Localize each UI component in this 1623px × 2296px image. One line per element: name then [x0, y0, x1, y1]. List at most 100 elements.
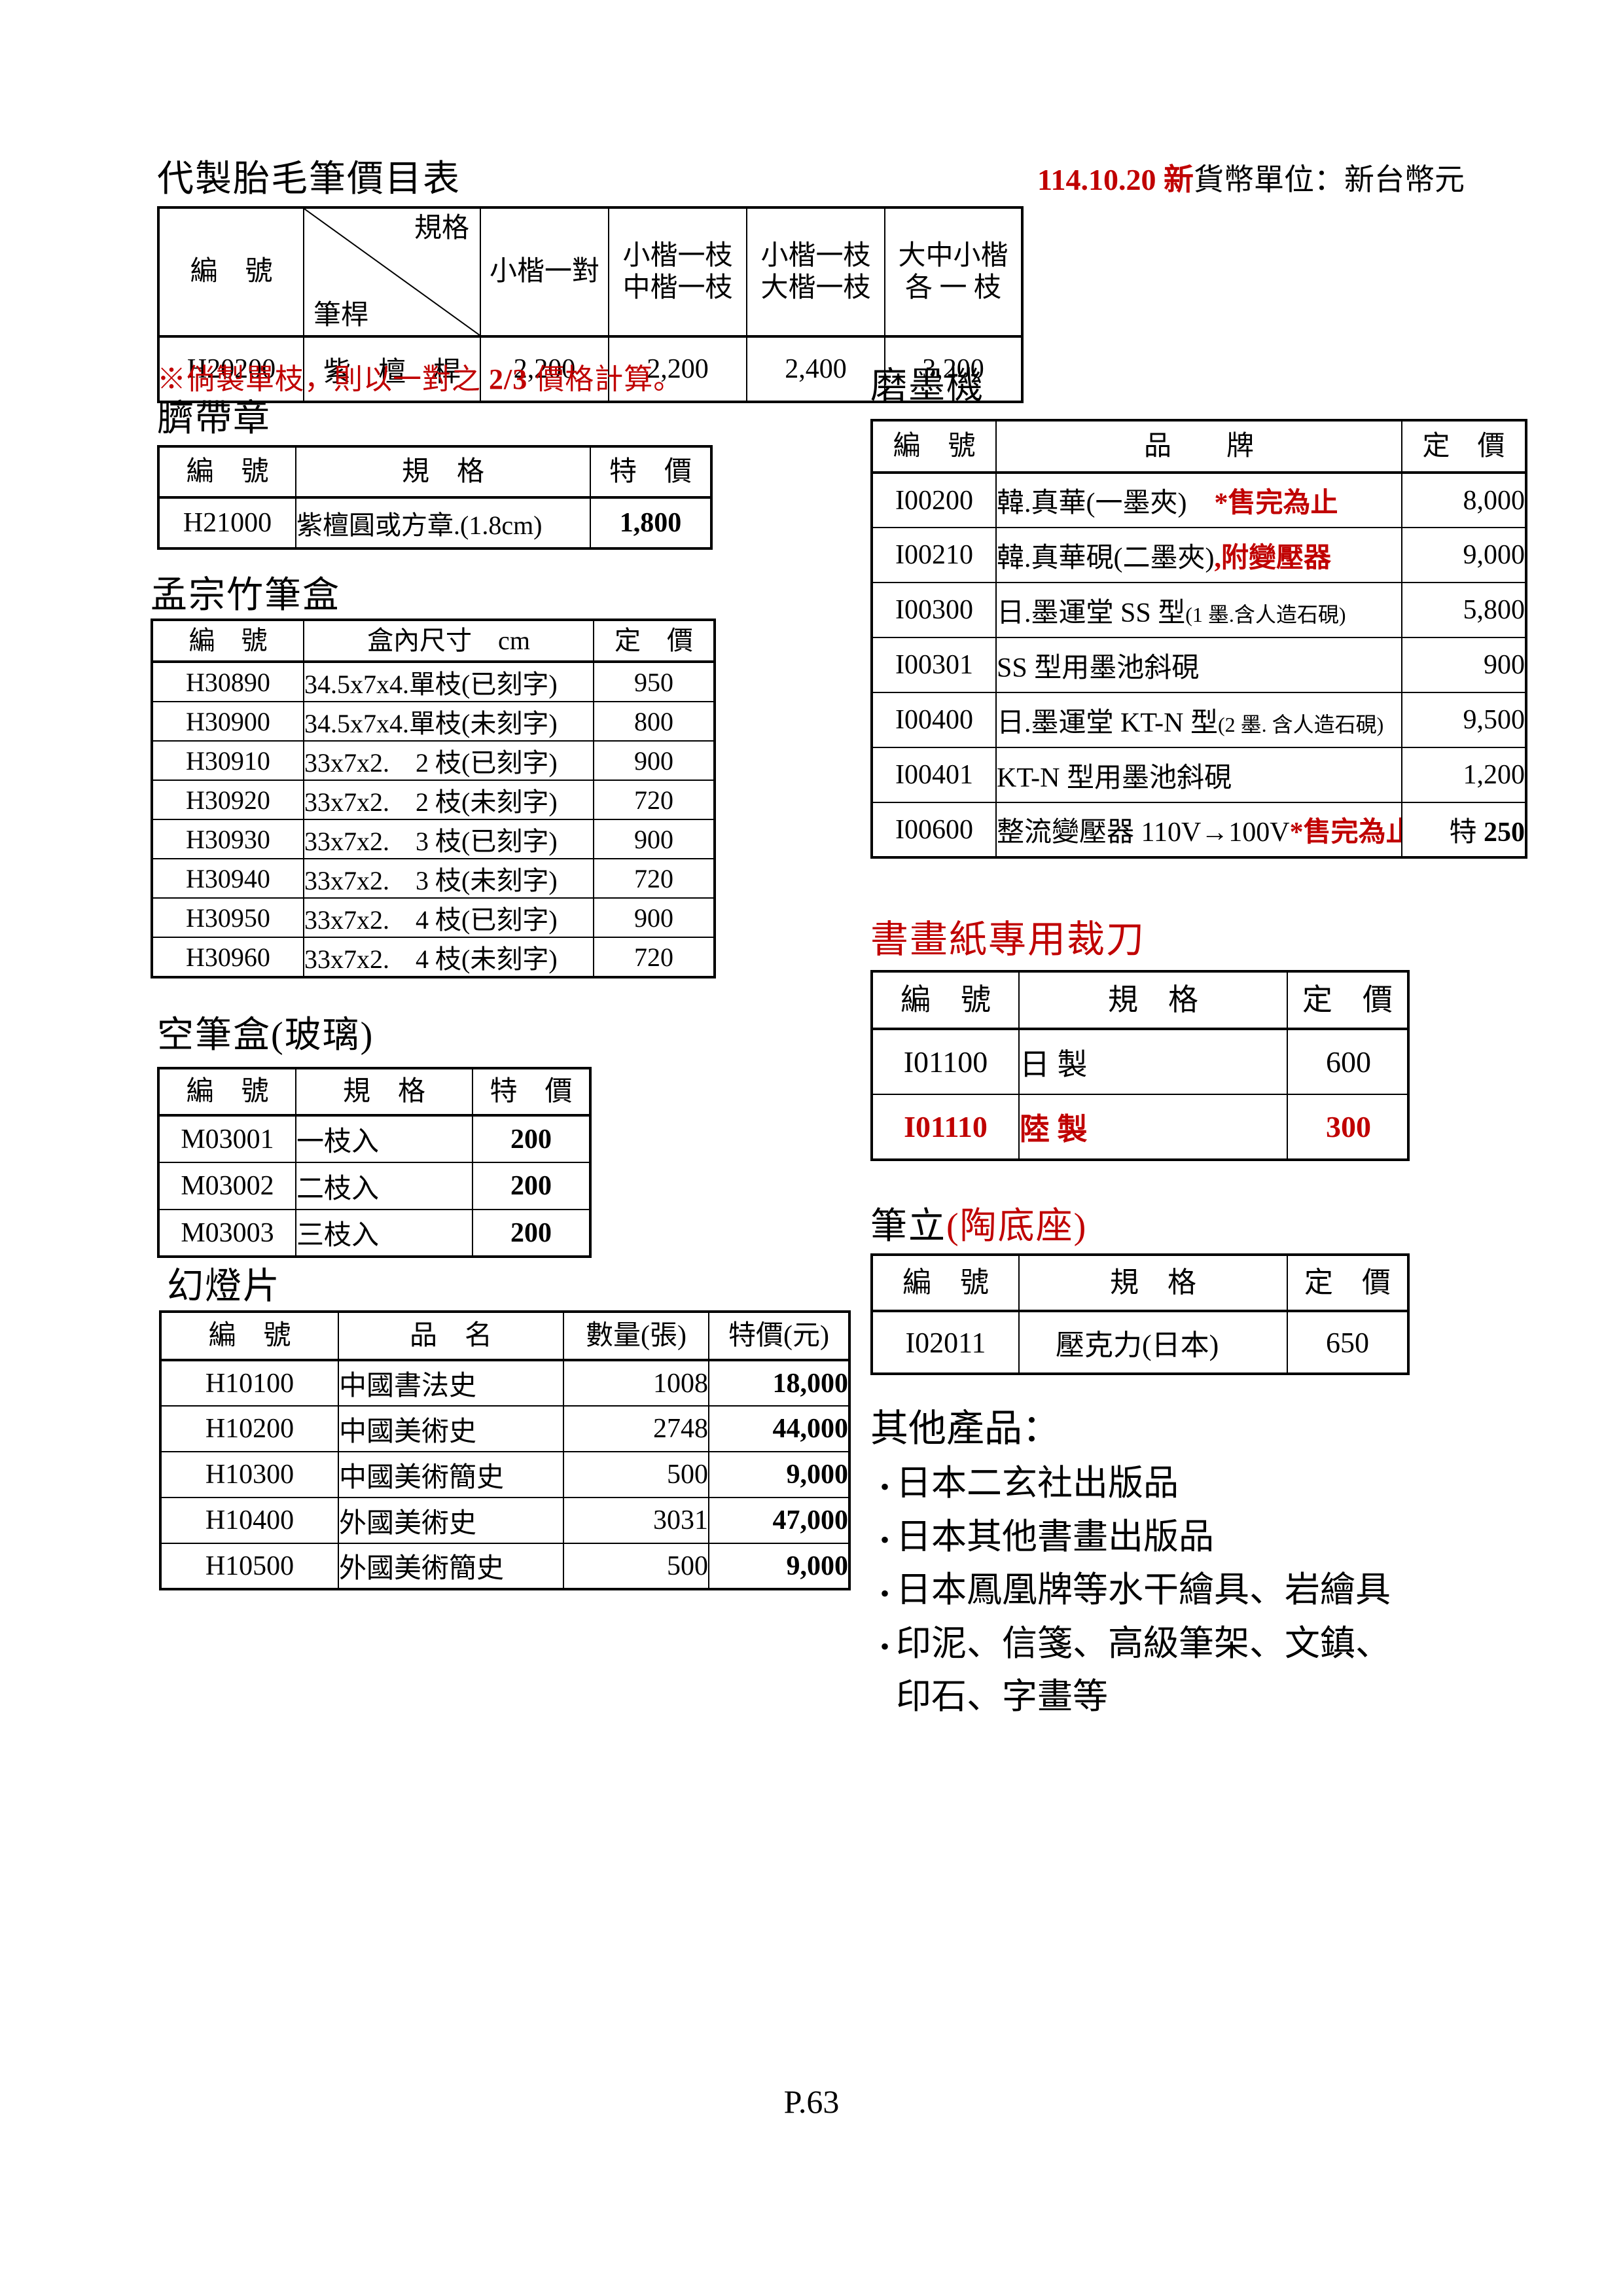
cell-price: 650 [1287, 1310, 1409, 1374]
cell-code: H30950 [151, 897, 304, 938]
cell-price: 47,000 [708, 1497, 850, 1544]
header-cell: 小楷一枝 大楷一枝 [746, 206, 885, 338]
table-cord-seal: 編 號 規 格 特 價 H21000 紫檀圓或方章.(1.8cm) 1,800 [157, 445, 713, 550]
page-number: P.63 [783, 2083, 840, 2120]
cell-spec: 34.5x7x4.單枝(已刻字) [303, 661, 594, 702]
header-cell-diagonal: 規格 筆桿 [303, 206, 481, 338]
brand-text: 日.墨運堂 SS 型 [997, 598, 1186, 628]
table-row: I00210 韓.真華硯(二墨夾),附變壓器 9,000 [871, 527, 1527, 583]
cell-brand: 韓.真華硯(二墨夾),附變壓器 [995, 527, 1402, 583]
table-paper-cutter: 編 號 規 格 定 價 I01100 日 製 600 I01110 陸 製 30… [870, 970, 1410, 1161]
table-bamboo-box: 編 號 盒內尺寸 cm 定 價 H30890 34.5x7x4.單枝(已刻字) … [151, 619, 716, 978]
single-piece-note: ※倘製單枝，則以一對之 2/3 價格計算。 [157, 355, 683, 397]
cell-price: 44,000 [708, 1405, 850, 1452]
header-cell: 定 價 [593, 619, 715, 663]
cell-name: 中國美術史 [338, 1405, 564, 1452]
cell-quantity: 1008 [563, 1359, 709, 1407]
header-cell: 編 號 [151, 619, 304, 663]
cell-brand: 日.墨運堂 SS 型(1 墨.含人造石硯) [995, 582, 1402, 638]
cell-price: 1,800 [590, 497, 712, 549]
cell-code: I00401 [871, 747, 997, 803]
cell-name: 中國美術簡史 [338, 1451, 564, 1498]
cell-price: 2,200 [608, 336, 747, 403]
cell-spec: 陸 製 [1018, 1094, 1288, 1160]
cell-code: H10200 [160, 1405, 339, 1452]
bullet-icon: • [880, 1471, 889, 1501]
cell-price: 720 [593, 780, 715, 820]
brand-text: 韓.真華硯(二墨夾) [997, 543, 1215, 573]
table-row: H30950 33x7x2. 4 枝(已刻字) 900 [151, 897, 715, 938]
table-header-row: 編 號 規 格 定 價 [871, 971, 1409, 1030]
table-row: I00300 日.墨運堂 SS 型(1 墨.含人造石硯) 5,800 [871, 582, 1527, 638]
cell-spec: 壓克力(日本) [1018, 1310, 1288, 1374]
cell-price: 600 [1287, 1028, 1409, 1095]
list-item: • 日本二玄社出版品 [874, 1458, 1391, 1512]
cell-spec: 33x7x2. 2 枝(已刻字) [303, 740, 594, 781]
header-cell: 編 號 [871, 420, 997, 474]
table-row: H30910 33x7x2. 2 枝(已刻字) 900 [151, 740, 715, 781]
table-header-row: 編 號 盒內尺寸 cm 定 價 [151, 619, 715, 663]
table-row: I00400 日.墨運堂 KT-N 型(2 墨. 含人造石硯) 9,500 [871, 692, 1527, 748]
table-slides: 編 號 品 名 數量(張) 特價(元) H10100 中國書法史 1008 18… [159, 1310, 851, 1590]
currency-note: 114.10.20 新貨幣單位：新台幣元 [1037, 156, 1465, 199]
cell-code: H30900 [151, 701, 304, 742]
cell-name: 外國美術史 [338, 1497, 564, 1544]
table-row: H30900 34.5x7x4.單枝(未刻字) 800 [151, 701, 715, 742]
cell-quantity: 500 [563, 1451, 709, 1498]
table-row: I02011 壓克力(日本) 650 [871, 1310, 1409, 1374]
table-row: I01110 陸 製 300 [871, 1094, 1409, 1160]
brand-note-red: *售完為止 [1289, 817, 1402, 848]
table-header-row: 編 號 規 格 定 價 [871, 1254, 1409, 1312]
header-cell: 編 號 [871, 971, 1020, 1030]
section-title-ink-grinder: 磨墨機 [870, 366, 984, 406]
table-ink-grinder: 編 號 品 牌 定 價 I00200 韓.真華(一墨夾) *售完為止 8,000… [870, 419, 1527, 859]
table-row: H10500 外國美術簡史 500 9,000 [160, 1543, 850, 1590]
cell-code: M03002 [158, 1162, 296, 1210]
price-value: 250 [1484, 817, 1525, 848]
cell-brand: KT-N 型用墨池斜硯 [995, 747, 1402, 803]
header-cell: 特價(元) [708, 1311, 850, 1361]
pen-stand-title-black: 筆立 [870, 1206, 946, 1247]
brand-note-red: ,附變壓器 [1214, 543, 1331, 573]
list-item-continuation: 印石、字畫等 [896, 1677, 1108, 1717]
cell-quantity: 3031 [563, 1497, 709, 1544]
table-custom-brush: 編 號 規格 筆桿 小楷一對 小楷一枝 中楷一枝 小楷一枝 大楷一枝 大中小楷 … [157, 206, 1024, 404]
cell-code: H30910 [151, 740, 304, 781]
brand-text: 整流變壓器 110V→100V [997, 817, 1290, 848]
cell-price: 950 [593, 661, 715, 702]
bullet-icon: • [880, 1525, 889, 1555]
section-title-custom-brush: 代製胎毛筆價目表 [157, 159, 461, 200]
cell-price: 9,000 [708, 1451, 850, 1498]
cell-name: 中國書法史 [338, 1359, 564, 1407]
header-cell: 品 名 [338, 1311, 564, 1361]
section-title-pen-stand: 筆立(陶底座) [870, 1196, 1087, 1249]
table-row: H10400 外國美術史 3031 47,000 [160, 1497, 850, 1544]
cell-code: H30920 [151, 780, 304, 820]
section-title-cord-seal: 臍帶章 [157, 399, 271, 439]
cell-spec: 紫 檀 桿 [303, 336, 481, 403]
table-row: H20200 紫 檀 桿 2,200 2,200 2,400 3,200 [158, 336, 1023, 403]
list-item: • 印泥、信箋、高級筆架、文鎮、 [874, 1619, 1391, 1672]
cell-price: 8,000 [1401, 472, 1527, 528]
header-cell: 特 價 [590, 446, 712, 499]
section-title-bamboo-box: 孟宗竹筆盒 [151, 575, 340, 616]
cell-spec: 三枝入 [295, 1209, 473, 1257]
cell-code: M03003 [158, 1209, 296, 1257]
table-pen-stand: 編 號 規 格 定 價 I02011 壓克力(日本) 650 [870, 1253, 1410, 1375]
pen-stand-title-red: (陶底座) [946, 1206, 1088, 1247]
bullet-icon: • [880, 1578, 889, 1608]
table-empty-box: 編 號 規 格 特 價 M03001 一枝入 200 M03002 二枝入 20… [157, 1067, 592, 1258]
cell-price: 9,000 [708, 1543, 850, 1590]
cell-price: 720 [593, 937, 715, 978]
cell-spec: 34.5x7x4.單枝(未刻字) [303, 701, 594, 742]
table-row: H10100 中國書法史 1008 18,000 [160, 1359, 850, 1407]
section-title-slides: 幻燈片 [167, 1266, 281, 1307]
cell-price: 2,400 [746, 336, 885, 403]
header-cell: 定 價 [1401, 420, 1527, 474]
table-header-row: 編 號 規 格 特 價 [158, 1067, 591, 1117]
table-header-row: 編 號 規 格 特 價 [158, 446, 712, 499]
cell-price: 200 [472, 1209, 591, 1257]
note-text-post: 價格計算。 [527, 363, 683, 395]
cell-spec: 33x7x2. 4 枝(未刻字) [303, 937, 594, 978]
